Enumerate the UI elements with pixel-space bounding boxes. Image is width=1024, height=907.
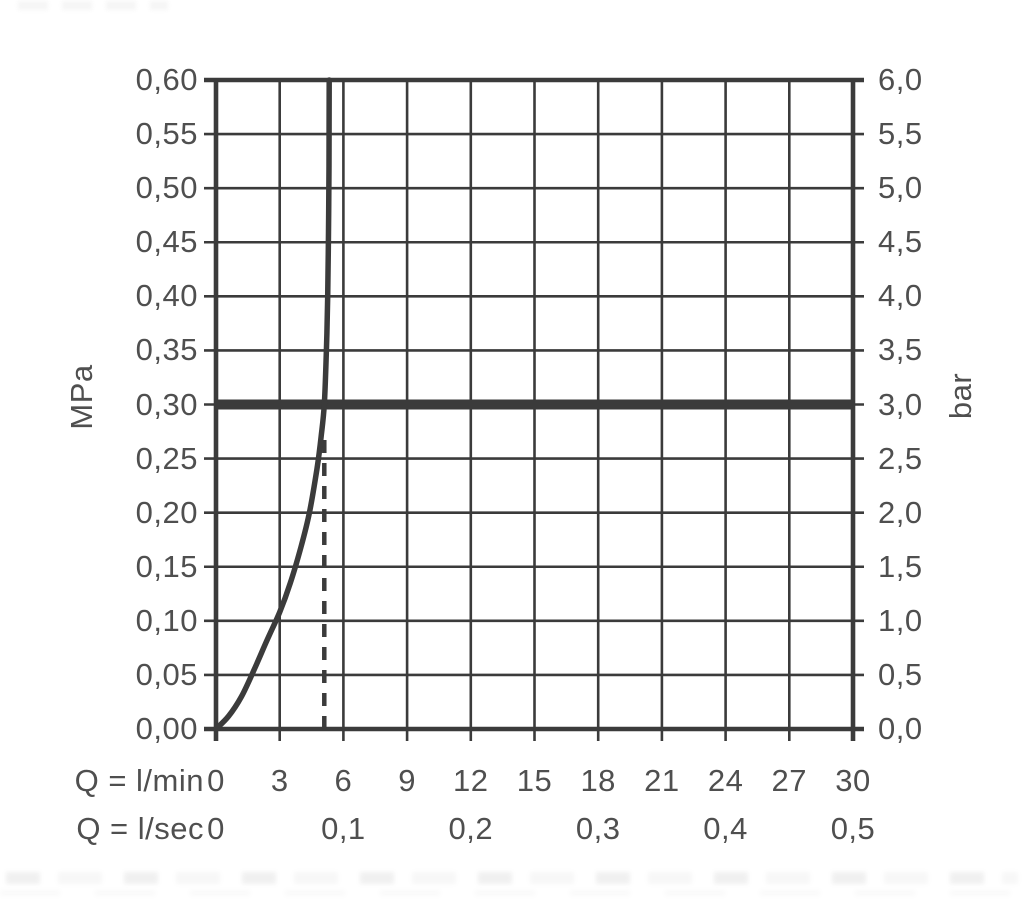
lmin-tick-label: 12: [453, 763, 489, 798]
bar-tick-label: 5,5: [878, 116, 923, 152]
lsec-tick-label: 0,5: [830, 811, 876, 846]
bar-tick-label: 0,0: [878, 711, 923, 746]
mpa-tick-label: 0,60: [135, 62, 198, 97]
flow-unit-label-lmin: Q = l/min: [74, 763, 204, 798]
lmin-tick-label: 3: [270, 763, 289, 798]
bar-tick-label: 1,0: [878, 602, 923, 638]
mpa-tick-label: 0,35: [135, 332, 198, 368]
bar-tick-label: 2,5: [878, 440, 923, 476]
mpa-tick-label: 0,30: [135, 386, 198, 422]
lsec-tick-label: 0,4: [703, 811, 748, 846]
lmin-tick-label: 30: [835, 763, 871, 798]
mpa-tick-label: 0,40: [135, 278, 198, 314]
bar-tick-label: 2,0: [878, 494, 923, 530]
mpa-tick-label: 0,15: [135, 548, 198, 584]
bar-tick-label: 4,0: [878, 278, 923, 314]
bar-tick-label: 6,0: [878, 62, 923, 97]
lsec-tick-label: 0: [207, 811, 225, 846]
bar-tick-label: 4,5: [878, 224, 923, 260]
mpa-tick-label: 0,10: [135, 602, 198, 638]
mpa-tick-label: 0,55: [135, 116, 198, 152]
lmin-tick-label: 15: [516, 763, 553, 798]
mpa-tick-label: 0,45: [135, 224, 198, 260]
lsec-tick-label: 0,1: [321, 811, 366, 846]
lmin-tick-label: 21: [644, 763, 680, 798]
lmin-tick-label: 0: [207, 763, 225, 798]
mpa-tick-label: 0,05: [135, 656, 198, 692]
bar-tick-label: 3,5: [878, 332, 923, 368]
lsec-tick-label: 0,2: [448, 811, 494, 846]
bar-tick-label: 0,5: [878, 656, 923, 692]
flow-unit-label-lsec: Q = l/sec: [76, 811, 204, 846]
mpa-tick-label: 0,00: [135, 711, 198, 746]
lmin-tick-label: 27: [771, 763, 808, 798]
lsec-tick-label: 0,3: [575, 811, 621, 846]
lmin-tick-label: 24: [707, 763, 744, 798]
flow-curve: [213, 77, 332, 732]
bar-tick-label: 1,5: [878, 548, 923, 584]
mpa-tick-label: 0,50: [135, 170, 198, 206]
mpa-tick-label: 0,20: [135, 494, 198, 530]
mpa-tick-label: 0,25: [135, 440, 198, 476]
right-axis-title-bar: bar: [943, 372, 978, 420]
lmin-tick-label: 6: [334, 763, 353, 798]
lmin-tick-label: 18: [580, 763, 616, 798]
bar-tick-label: 5,0: [878, 170, 923, 206]
lmin-tick-label: 9: [398, 763, 416, 798]
bar-tick-label: 3,0: [878, 386, 923, 422]
